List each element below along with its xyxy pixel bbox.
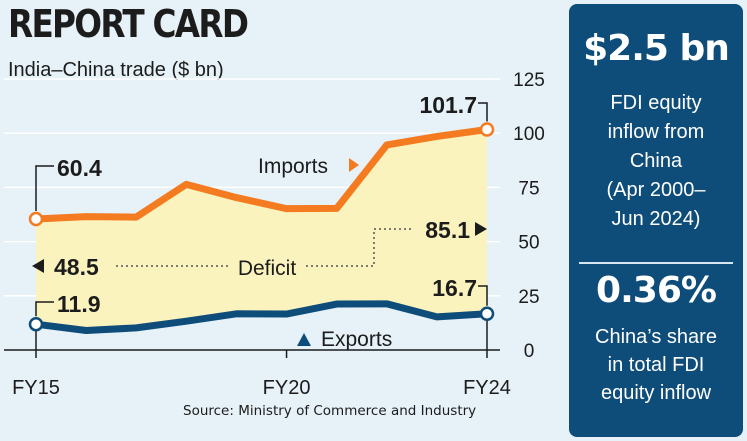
- chart-title: REPORT CARD: [8, 2, 249, 46]
- y-tick-label-100: 100: [513, 124, 545, 145]
- share-description: China’s share in total FDI equity inflow: [595, 326, 717, 404]
- imports-start-point: [28, 211, 44, 227]
- exports-start-leader: [35, 301, 54, 317]
- chart-subtitle: India–China trade ($ bn): [8, 59, 224, 81]
- imports-series-label: Imports: [258, 155, 328, 178]
- y-tick-label-25: 25: [518, 287, 539, 308]
- imports-end-leader: [478, 102, 488, 122]
- x-tick-label-FY20: FY20: [263, 377, 311, 399]
- imports-start-leader: [35, 165, 54, 212]
- deficit-dotted-right: [306, 228, 412, 267]
- deficit-end-arrow-icon: [475, 222, 487, 236]
- fdi-description: FDI equity inflow from China (Apr 2000– …: [606, 92, 706, 230]
- x-tick-label-FY15: FY15: [12, 377, 60, 399]
- deficit-area: [36, 129, 487, 331]
- deficit-start-label: 48.5: [54, 254, 99, 280]
- exports-line: [35, 300, 488, 334]
- y-tick-label-75: 75: [518, 178, 539, 199]
- trade-chart: FY15 FY20 FY24 0 25 50 75 100 125 60.4 101.7 11.9 16…: [4, 70, 545, 399]
- fdi-sidebar: $2.5 bn FDI equity inflow from China (Ap…: [569, 4, 743, 437]
- exports-start-point: [28, 316, 44, 332]
- y-tick-label-0: 0: [524, 341, 535, 362]
- imports-end-label: 101.7: [419, 92, 477, 118]
- imports-end-point: [479, 122, 495, 137]
- y-tick-label-50: 50: [518, 233, 539, 254]
- deficit-start-arrow-icon: [32, 259, 44, 273]
- x-tick-label-FY24: FY24: [463, 377, 511, 399]
- exports-end-point: [479, 306, 495, 322]
- chart-panel: REPORT CARD India–China trade ($ bn) FY1…: [4, 2, 545, 419]
- sidebar-divider: [579, 262, 733, 264]
- imports-start-label: 60.4: [57, 155, 102, 181]
- deficit-label: Deficit: [238, 257, 297, 280]
- deficit-end-label: 85.1: [425, 217, 470, 243]
- exports-end-label: 16.7: [432, 275, 477, 301]
- imports-arrow-icon: [349, 158, 359, 172]
- exports-end-leader: [478, 285, 488, 306]
- exports-arrow-icon: [297, 333, 311, 346]
- y-tick-label-125: 125: [513, 70, 545, 91]
- exports-series-label: Exports: [321, 328, 392, 351]
- exports-start-label: 11.9: [57, 291, 101, 317]
- share-value: 0.36%: [596, 270, 717, 311]
- fdi-value: $2.5 bn: [583, 28, 730, 69]
- imports-line: [35, 126, 488, 223]
- source-note: Source: Ministry of Commerce and Industr…: [183, 403, 477, 419]
